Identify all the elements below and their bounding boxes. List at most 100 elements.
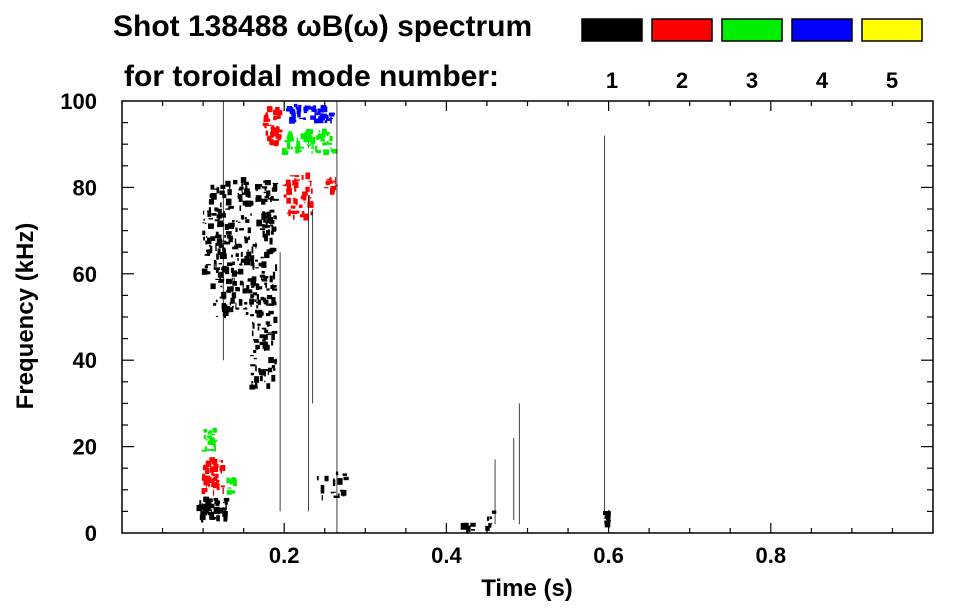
spectral-point	[207, 210, 210, 213]
spectral-point	[302, 191, 308, 196]
spectral-point	[241, 192, 248, 195]
spectral-point	[329, 115, 335, 117]
spectral-point	[262, 122, 269, 126]
spectral-point	[268, 216, 273, 222]
spectral-point	[230, 267, 234, 273]
spectral-point	[256, 305, 259, 309]
spectral-point	[242, 200, 247, 206]
spectral-point	[321, 114, 325, 121]
spectral-point	[255, 195, 262, 202]
spectral-point	[295, 106, 299, 110]
spectral-point	[326, 131, 329, 137]
spectral-point	[265, 130, 268, 136]
spectral-point	[249, 255, 255, 260]
spectral-point	[491, 510, 497, 514]
spectral-point	[330, 492, 335, 494]
spectral-point	[222, 310, 229, 316]
spectral-point	[286, 197, 291, 204]
spectral-point	[230, 286, 234, 292]
spectral-point	[204, 222, 207, 224]
spectral-point	[219, 507, 224, 514]
spectral-point	[247, 249, 249, 252]
spectral-point	[326, 178, 330, 180]
spectral-point	[284, 183, 287, 187]
spectral-point	[259, 375, 263, 382]
spectral-point	[274, 129, 279, 136]
spectral-point	[604, 520, 607, 524]
spectral-point	[203, 508, 209, 514]
spectral-point	[287, 134, 294, 141]
spectral-point	[254, 385, 258, 389]
spectral-point	[263, 191, 267, 194]
spectral-point	[256, 219, 263, 227]
spectral-point	[210, 434, 216, 436]
spectral-point	[208, 207, 211, 214]
spectral-point	[239, 280, 243, 286]
spectral-point	[343, 476, 349, 481]
spectral-point	[203, 496, 209, 503]
spectral-point	[240, 251, 243, 257]
spectral-point	[202, 514, 206, 520]
spectral-point	[296, 107, 300, 114]
spectral-point	[273, 369, 275, 371]
spectral-point	[207, 511, 212, 516]
spectral-point	[227, 306, 231, 313]
spectral-point	[286, 108, 292, 112]
spectral-point	[205, 512, 208, 516]
spectral-point	[300, 214, 306, 218]
spectral-point	[219, 466, 221, 472]
spectral-point	[322, 132, 326, 134]
spectral-point	[209, 430, 213, 434]
chart-title-line1: Shot 138488 ωB(ω) spectrum	[113, 10, 532, 43]
spectral-point	[287, 184, 292, 191]
spectral-point	[295, 147, 300, 154]
spectral-point	[603, 511, 609, 515]
spectral-point	[273, 109, 279, 116]
spectral-point	[230, 297, 235, 304]
mode-4-feature	[286, 103, 335, 124]
spectral-point	[209, 193, 214, 198]
spectral-point	[267, 332, 273, 334]
spectral-point	[215, 299, 218, 303]
y-tick-label: 100	[60, 89, 97, 114]
spectral-point	[309, 106, 315, 110]
spectral-point	[270, 224, 274, 227]
spectral-point	[488, 523, 493, 525]
spectral-point	[316, 150, 321, 154]
spectral-point	[239, 186, 244, 190]
x-tick-label: 0.8	[756, 543, 787, 568]
spectral-point	[265, 321, 270, 325]
spectral-point	[272, 285, 277, 288]
spectral-point	[268, 310, 274, 315]
spectral-point	[224, 235, 227, 238]
spectral-point	[206, 271, 211, 275]
spectral-point	[221, 272, 224, 279]
spectral-point	[213, 489, 215, 496]
spectral-point	[253, 357, 257, 360]
spectral-point	[213, 263, 215, 270]
spectral-point	[250, 314, 254, 317]
legend-swatch-2	[651, 18, 713, 42]
spectral-point	[266, 249, 269, 256]
spectral-point	[241, 183, 244, 189]
spectral-point	[204, 503, 211, 506]
spectral-point	[264, 236, 268, 242]
spectral-point	[213, 259, 217, 264]
spectral-point	[211, 213, 217, 216]
spectral-point	[269, 139, 274, 144]
spectral-point	[237, 194, 243, 199]
spectral-point	[263, 118, 268, 122]
spectral-point	[257, 300, 262, 305]
spectral-point	[285, 179, 291, 184]
spectral-point	[257, 323, 261, 326]
spectral-point	[227, 262, 233, 266]
spectral-point	[264, 198, 268, 202]
spectral-point	[216, 214, 221, 219]
spectral-point	[286, 150, 289, 155]
spectral-point	[272, 288, 278, 291]
spectral-point	[266, 288, 270, 291]
spectral-point	[314, 112, 321, 116]
spectral-point	[288, 132, 293, 136]
spectral-point	[245, 312, 249, 315]
spectral-point	[253, 340, 260, 343]
